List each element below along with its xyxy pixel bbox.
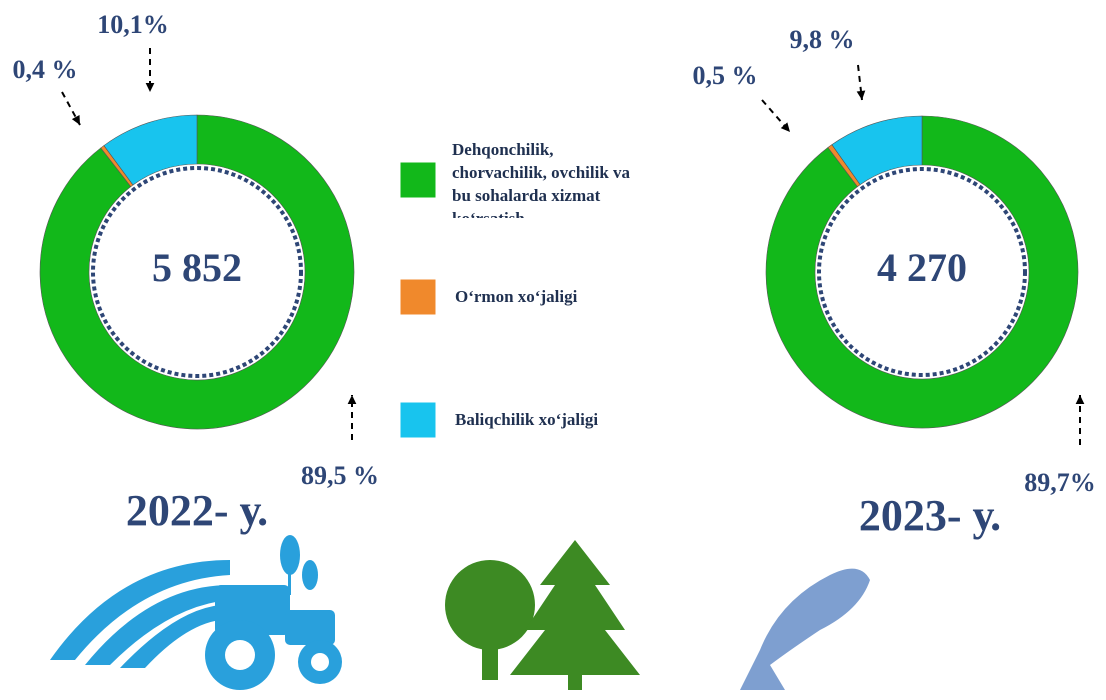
legend-label: Baliqchilik xo‘jaligi	[455, 410, 598, 429]
arrow-head	[780, 122, 790, 132]
inner-ring	[817, 167, 1027, 377]
arrow-head	[145, 82, 155, 92]
label-arrow	[857, 64, 863, 101]
legend-swatch	[399, 401, 437, 439]
farm-icon	[50, 535, 342, 690]
arrow-head	[856, 90, 866, 100]
donut-segment	[103, 114, 198, 186]
legend-swatch	[399, 278, 437, 316]
fish-icon	[740, 568, 870, 690]
legend-swatch	[399, 161, 437, 199]
value-label: 89,7%	[1024, 468, 1096, 497]
donut-segment	[765, 115, 1079, 429]
value-label: 10,1%	[97, 10, 169, 39]
forest-icon	[445, 540, 640, 690]
legend-label: Dehqonchilik, chorvachilik, ovchilik va …	[452, 140, 631, 218]
legend-label: O‘rmon xo‘jaligi	[455, 287, 578, 306]
arrow-head	[1075, 395, 1085, 405]
year-title: 2022- у.	[126, 486, 268, 535]
arrow-head	[347, 395, 357, 405]
value-label: 9,8 %	[790, 25, 855, 54]
value-label: 89,5 %	[301, 461, 379, 490]
donut-segment	[831, 115, 923, 186]
arrow-head	[71, 115, 80, 125]
center-total: 4 270	[877, 245, 967, 290]
center-total: 5 852	[152, 245, 242, 290]
inner-ring	[91, 166, 303, 378]
legend-text-box: Dehqonchilik, chorvachilik, ovchilik va …	[452, 140, 631, 218]
donut-segment	[39, 114, 355, 430]
year-title: 2023- у.	[859, 491, 1001, 540]
value-label: 0,5 %	[693, 61, 758, 90]
value-label: 0,4 %	[13, 55, 78, 84]
